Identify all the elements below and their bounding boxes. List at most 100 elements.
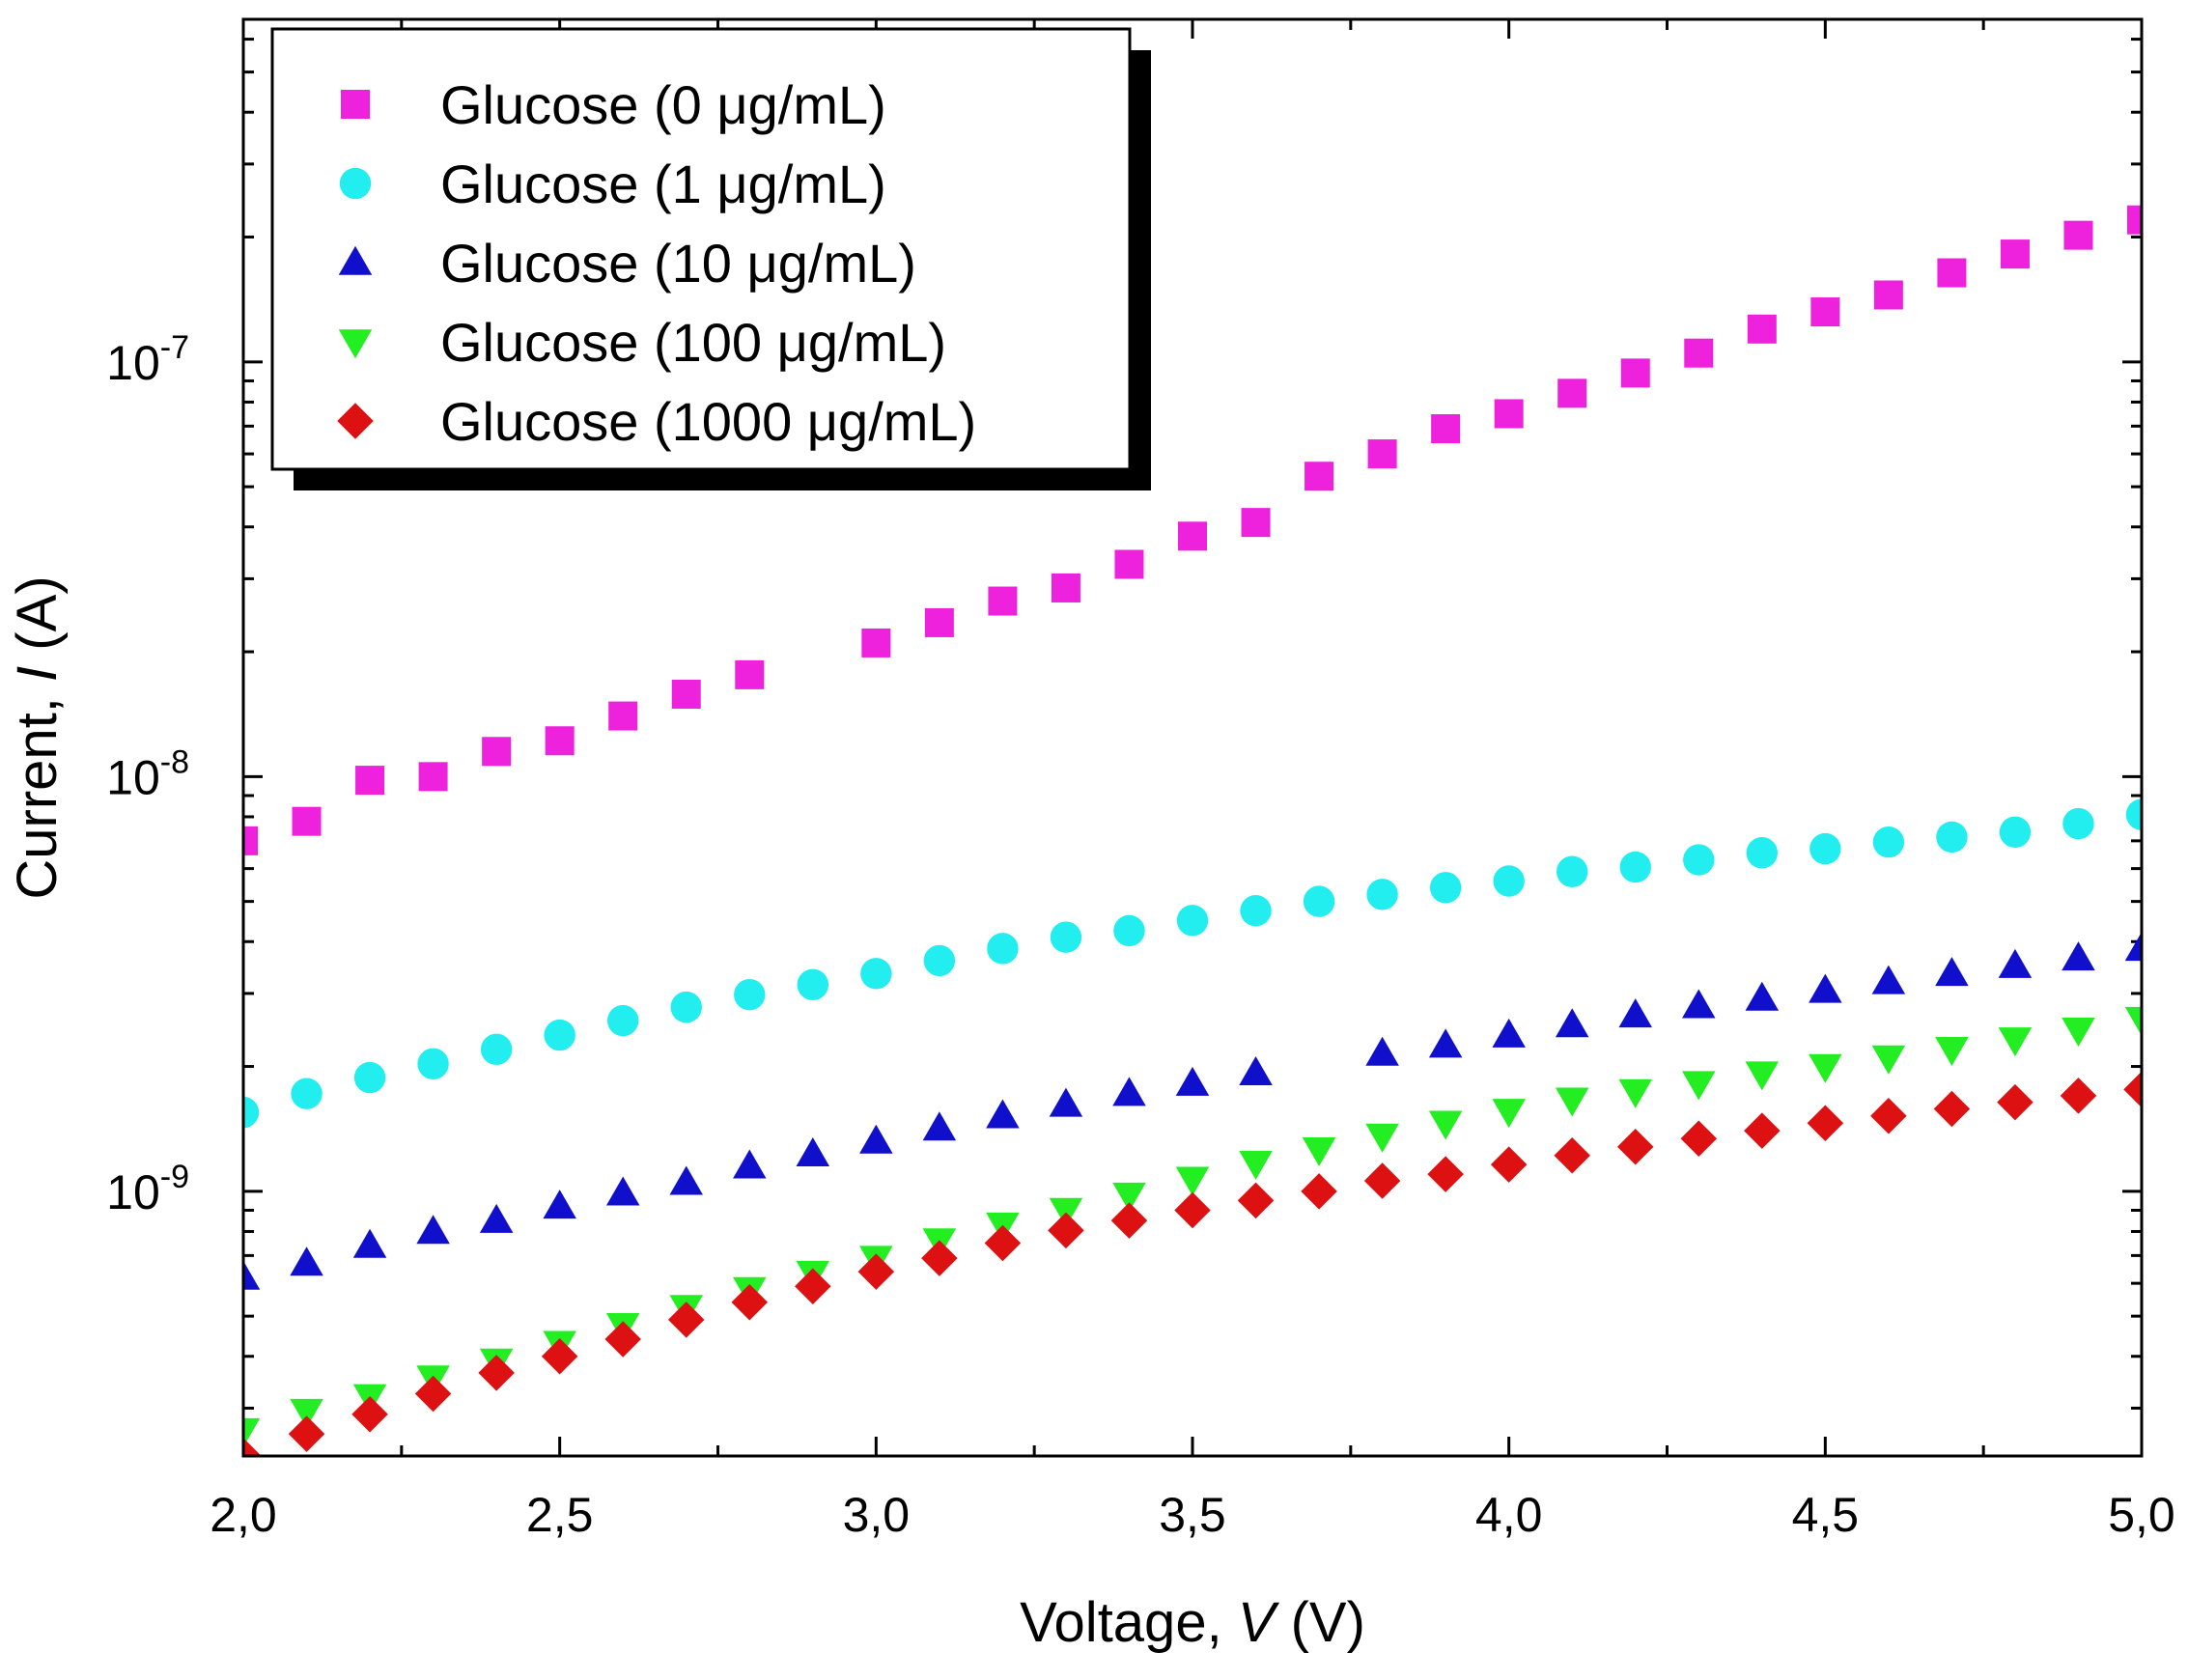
data-point-series-0: [1810, 297, 1840, 327]
data-point-series-1: [1999, 816, 2032, 848]
legend-marker: [339, 167, 372, 200]
y-axis-title: Current, I (A): [6, 575, 69, 899]
data-point-series-4: [243, 1438, 262, 1456]
data-point-series-2: [669, 1165, 703, 1195]
data-point-series-1: [1746, 837, 1779, 869]
data-point-series-1: [480, 1033, 513, 1065]
data-point-series-0: [1684, 338, 1714, 368]
legend-label: Glucose (1 μg/mL): [440, 154, 886, 214]
data-point-series-2: [1935, 957, 1969, 987]
data-point-series-4: [1174, 1191, 1211, 1229]
data-point-series-4: [667, 1302, 705, 1338]
data-point-series-0: [1304, 462, 1334, 491]
data-point-series-2: [859, 1124, 893, 1154]
data-point-series-0: [1620, 358, 1650, 388]
data-point-series-4: [1744, 1112, 1781, 1149]
data-point-series-3: [1365, 1123, 1399, 1153]
series-1: [243, 798, 2142, 1129]
data-point-series-4: [1048, 1212, 1084, 1249]
data-point-series-3: [1935, 1037, 1969, 1067]
data-point-series-2: [1175, 1066, 1210, 1096]
data-point-series-4: [2060, 1078, 2097, 1114]
data-point-series-2: [290, 1246, 323, 1276]
data-point-series-0: [1747, 314, 1777, 344]
data-point-series-1: [1240, 894, 1272, 927]
data-point-series-4: [1680, 1120, 1718, 1158]
data-point-series-2: [243, 1260, 261, 1290]
x-tick-label: 3,5: [1159, 1488, 1226, 1542]
data-point-series-4: [1870, 1097, 1907, 1134]
data-point-series-2: [543, 1190, 576, 1219]
data-point-series-4: [1554, 1137, 1590, 1174]
data-point-series-1: [2062, 807, 2094, 840]
data-point-series-2: [416, 1215, 450, 1245]
data-point-series-3: [1555, 1087, 1589, 1117]
data-point-series-3: [1618, 1078, 1652, 1108]
data-point-series-0: [2000, 239, 2030, 269]
data-point-series-4: [731, 1284, 769, 1321]
data-point-series-0: [545, 726, 575, 756]
data-point-series-0: [355, 766, 385, 796]
data-point-series-1: [670, 991, 702, 1023]
data-point-series-3: [1998, 1027, 2033, 1057]
data-point-series-3: [1112, 1182, 1146, 1212]
data-point-series-1: [353, 1061, 386, 1094]
data-point-series-1: [1366, 879, 1398, 910]
data-point-series-3: [1809, 1053, 1842, 1083]
plot-area-frame: [241, 17, 2144, 1458]
data-point-series-0: [1557, 378, 1587, 408]
data-point-series-0: [1114, 549, 1144, 579]
y-tick-labels: 10-9 10-8 10-7: [106, 329, 189, 1219]
data-point-series-3: [1302, 1136, 1336, 1166]
data-point-series-4: [478, 1355, 515, 1391]
data-point-series-2: [352, 1228, 387, 1258]
data-markers: [243, 205, 2142, 1456]
data-point-series-1: [417, 1048, 449, 1079]
data-point-series-2: [1428, 1028, 1463, 1058]
data-point-series-1: [2125, 798, 2142, 830]
data-point-series-1: [1429, 872, 1462, 904]
data-point-series-3: [1175, 1166, 1210, 1196]
data-point-series-4: [1490, 1146, 1528, 1183]
data-point-series-4: [1997, 1083, 2034, 1121]
legend-marker: [338, 329, 373, 359]
data-point-series-0: [1178, 521, 1207, 551]
series-2: [243, 932, 2142, 1290]
data-point-series-4: [1301, 1173, 1337, 1210]
data-point-series-1: [797, 968, 828, 1001]
y-tick-label: 10-7: [106, 329, 189, 390]
data-point-series-4: [1110, 1202, 1148, 1239]
data-point-series-1: [544, 1019, 575, 1051]
data-point-series-3: [2124, 1006, 2142, 1036]
data-point-series-2: [1239, 1055, 1273, 1085]
data-point-series-4: [921, 1240, 958, 1276]
y-tick-label: 10-8: [106, 743, 189, 804]
data-point-series-1: [1619, 851, 1651, 883]
data-point-series-2: [1555, 1008, 1589, 1038]
data-point-series-2: [605, 1176, 640, 1206]
data-point-series-4: [351, 1396, 388, 1433]
data-point-series-0: [735, 659, 765, 689]
data-point-series-1: [1176, 905, 1209, 937]
data-point-series-3: [2062, 1017, 2095, 1047]
data-point-series-1: [1557, 855, 1588, 887]
x-tick-labels: 2,0 2,5 3,0 3,5 4,0 4,5 5,0: [210, 1488, 2175, 1542]
data-point-series-4: [984, 1224, 1022, 1262]
data-point-series-4: [2123, 1071, 2142, 1108]
data-point-series-4: [288, 1415, 325, 1452]
legend-label: Glucose (100 μg/mL): [440, 312, 946, 373]
data-point-series-4: [1237, 1182, 1275, 1219]
data-point-series-1: [1683, 844, 1715, 876]
data-point-series-4: [1363, 1162, 1401, 1199]
legend-entries: Glucose (0 μg/mL) Glucose (1 μg/mL) Glucos…: [337, 74, 976, 452]
data-point-series-0: [2063, 220, 2093, 250]
data-point-series-0: [243, 826, 258, 855]
data-point-series-0: [988, 586, 1018, 616]
data-point-series-0: [2127, 205, 2142, 235]
data-point-series-2: [922, 1111, 957, 1141]
data-point-series-1: [243, 1096, 260, 1129]
y-tick-label: 10-9: [106, 1159, 189, 1219]
data-point-series-2: [796, 1136, 830, 1166]
legend-marker: [341, 90, 370, 119]
data-point-series-2: [1112, 1077, 1146, 1106]
